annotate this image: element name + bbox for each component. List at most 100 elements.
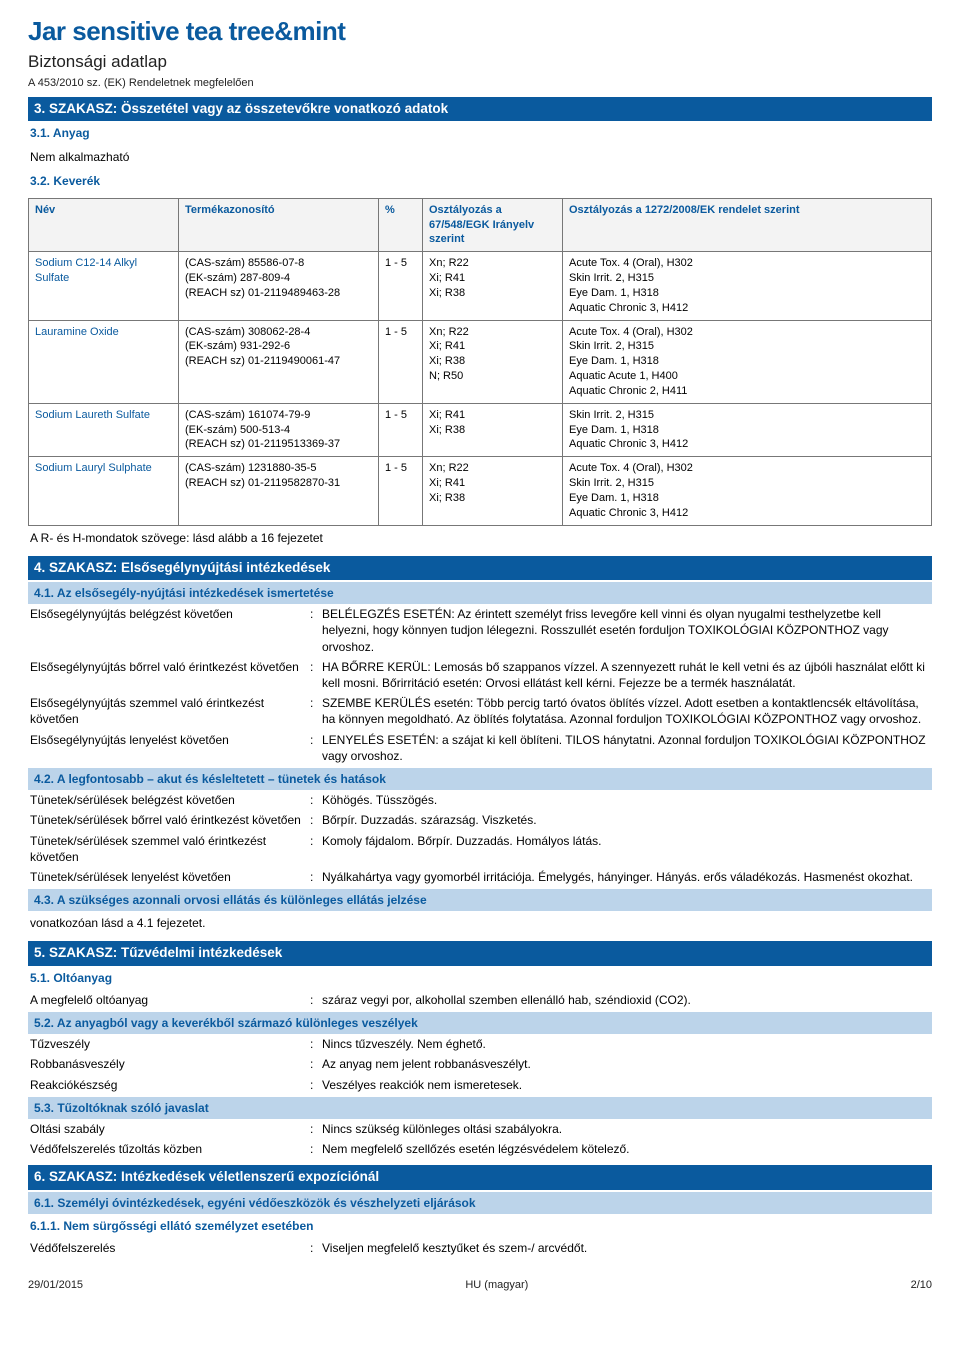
sub-4-3-bar: 4.3. A szükséges azonnali orvosi ellátás… — [28, 889, 932, 911]
sub-4-3-body: vonatkozóan lásd a 4.1 fejezetet. — [28, 911, 932, 935]
cell-percent: 1 - 5 — [379, 320, 423, 403]
colon-separator: : — [310, 869, 322, 885]
first-aid-label: Elsősegélynyújtás lenyelést követően — [30, 732, 310, 764]
special-hazard-row: Tűzveszély:Nincs tűzveszély. Nem éghető. — [28, 1034, 932, 1054]
cell-percent: 1 - 5 — [379, 457, 423, 525]
first-aid-value: HA BŐRRE KERÜL: Lemosás bő szappanos víz… — [322, 659, 930, 691]
symptoms-value: Nyálkahártya vagy gyomorbél irritációja.… — [322, 869, 930, 885]
colon-separator: : — [310, 659, 322, 691]
cell-name: Sodium Lauryl Sulphate — [29, 457, 179, 525]
colon-separator: : — [310, 695, 322, 727]
cell-percent: 1 - 5 — [379, 252, 423, 320]
cell-classification-1272: Acute Tox. 4 (Oral), H302 Skin Irrit. 2,… — [563, 252, 932, 320]
firefighter-advice-row: Oltási szabály:Nincs szükség különleges … — [28, 1119, 932, 1139]
firefighter-advice-value: Nem megfelelő szellőzés esetén légzésvéd… — [322, 1141, 930, 1157]
composition-table: Név Termékazonosító % Osztályozás a 67/5… — [28, 198, 932, 526]
first-aid-value: LENYELÉS ESETÉN: a szájat ki kell öblíte… — [322, 732, 930, 764]
th-id: Termékazonosító — [179, 198, 379, 252]
cell-identifier: (CAS-szám) 308062-28-4 (EK-szám) 931-292… — [179, 320, 379, 403]
symptoms-value: Köhögés. Tüsszögés. — [322, 792, 930, 808]
special-hazard-value: Veszélyes reakciók nem ismeretesek. — [322, 1077, 930, 1093]
protective-equipment-value: Viseljen megfelelő kesztyűket és szem-/ … — [322, 1240, 930, 1256]
cell-classification-67548: Xi; R41 Xi; R38 — [423, 403, 563, 457]
first-aid-row: Elsősegélynyújtás szemmel való érintkezé… — [28, 693, 932, 729]
colon-separator: : — [310, 1141, 322, 1157]
table-row: Sodium Lauryl Sulphate(CAS-szám) 1231880… — [29, 457, 932, 525]
colon-separator: : — [310, 833, 322, 865]
symptoms-row: Tünetek/sérülések lenyelést követően:Nyá… — [28, 867, 932, 887]
cell-identifier: (CAS-szám) 1231880-35-5 (REACH sz) 01-21… — [179, 457, 379, 525]
cell-classification-67548: Xn; R22 Xi; R41 Xi; R38 N; R50 — [423, 320, 563, 403]
footer-lang: HU (magyar) — [465, 1278, 528, 1293]
first-aid-row: Elsősegélynyújtás lenyelést követően:LEN… — [28, 730, 932, 766]
first-aid-label: Elsősegélynyújtás szemmel való érintkezé… — [30, 695, 310, 727]
colon-separator: : — [310, 812, 322, 828]
th-name: Név — [29, 198, 179, 252]
symptoms-row: Tünetek/sérülések bőrrel való érintkezés… — [28, 810, 932, 830]
protective-equipment-row: Védőfelszerelés:Viseljen megfelelő keszt… — [28, 1238, 932, 1258]
colon-separator: : — [310, 992, 322, 1008]
cell-name: Sodium Laureth Sulfate — [29, 403, 179, 457]
firefighter-advice-label: Oltási szabály — [30, 1121, 310, 1137]
footer-page: 2/10 — [911, 1278, 932, 1293]
symptoms-row: Tünetek/sérülések belégzést követően:Köh… — [28, 790, 932, 810]
section-6-bar: 6. SZAKASZ: Intézkedések véletlenszerű e… — [28, 1165, 932, 1189]
symptoms-value: Bőrpír. Duzzadás. szárazság. Viszketés. — [322, 812, 930, 828]
colon-separator: : — [310, 1121, 322, 1137]
first-aid-label: Elsősegélynyújtás bőrrel való érintkezés… — [30, 659, 310, 691]
cell-percent: 1 - 5 — [379, 403, 423, 457]
cell-identifier: (CAS-szám) 85586-07-8 (EK-szám) 287-809-… — [179, 252, 379, 320]
colon-separator: : — [310, 732, 322, 764]
special-hazard-label: Robbanásveszély — [30, 1056, 310, 1072]
extinguishing-media-label: A megfelelő oltóanyag — [30, 992, 310, 1008]
colon-separator: : — [310, 1036, 322, 1052]
symptoms-label: Tünetek/sérülések szemmel való érintkezé… — [30, 833, 310, 865]
special-hazard-value: Nincs tűzveszély. Nem éghető. — [322, 1036, 930, 1052]
regulation-line: A 453/2010 sz. (EK) Rendeletnek megfelel… — [28, 76, 932, 91]
colon-separator: : — [310, 1240, 322, 1256]
colon-separator: : — [310, 606, 322, 655]
special-hazard-row: Robbanásveszély:Az anyag nem jelent robb… — [28, 1054, 932, 1074]
sub-4-1-bar: 4.1. Az elsősegély-nyújtási intézkedések… — [28, 582, 932, 604]
symptoms-row: Tünetek/sérülések szemmel való érintkezé… — [28, 831, 932, 867]
first-aid-label: Elsősegélynyújtás belégzést követően — [30, 606, 310, 655]
firefighter-advice-row: Védőfelszerelés tűzoltás közben:Nem megf… — [28, 1139, 932, 1159]
table-row: Sodium Laureth Sulfate(CAS-szám) 161074-… — [29, 403, 932, 457]
cell-classification-1272: Acute Tox. 4 (Oral), H302 Skin Irrit. 2,… — [563, 320, 932, 403]
firefighter-advice-value: Nincs szükség különleges oltási szabályo… — [322, 1121, 930, 1137]
cell-name: Lauramine Oxide — [29, 320, 179, 403]
table-row: Sodium C12-14 Alkyl Sulfate(CAS-szám) 85… — [29, 252, 932, 320]
cell-classification-67548: Xn; R22 Xi; R41 Xi; R38 — [423, 252, 563, 320]
special-hazard-value: Az anyag nem jelent robbanásveszélyt. — [322, 1056, 930, 1072]
th-cls2: Osztályozás a 1272/2008/EK rendelet szer… — [563, 198, 932, 252]
extinguishing-media-row: A megfelelő oltóanyag:száraz vegyi por, … — [28, 990, 932, 1010]
cell-classification-1272: Acute Tox. 4 (Oral), H302 Skin Irrit. 2,… — [563, 457, 932, 525]
special-hazard-label: Tűzveszély — [30, 1036, 310, 1052]
sub-5-2-bar: 5.2. Az anyagból vagy a keverékből szárm… — [28, 1012, 932, 1034]
sub-3-2-title: 3.2. Keverék — [28, 169, 932, 193]
sub-5-3-bar: 5.3. Tűzoltóknak szóló javaslat — [28, 1097, 932, 1119]
first-aid-row: Elsősegélynyújtás belégzést követően:BEL… — [28, 604, 932, 657]
table-footer-note: A R- és H-mondatok szövege: lásd alább a… — [28, 526, 932, 550]
footer-date: 29/01/2015 — [28, 1278, 83, 1293]
sub-6-1-1-title: 6.1.1. Nem sürgősségi ellátó személyzet … — [28, 1214, 932, 1238]
sub-3-1-body: Nem alkalmazható — [28, 145, 932, 169]
symptoms-label: Tünetek/sérülések bőrrel való érintkezés… — [30, 812, 310, 828]
section-4-bar: 4. SZAKASZ: Elsősegélynyújtási intézkedé… — [28, 556, 932, 580]
extinguishing-media-value: száraz vegyi por, alkohollal szemben ell… — [322, 992, 930, 1008]
th-cls1: Osztályozás a 67/548/EGK Irányelv szerin… — [423, 198, 563, 252]
symptoms-value: Komoly fájdalom. Bőrpír. Duzzadás. Homál… — [322, 833, 930, 865]
sds-page: Jar sensitive tea tree&mint Biztonsági a… — [0, 0, 960, 1321]
symptoms-label: Tünetek/sérülések lenyelést követően — [30, 869, 310, 885]
sub-5-1-title: 5.1. Oltóanyag — [28, 966, 932, 990]
sub-3-1-title: 3.1. Anyag — [28, 121, 932, 145]
cell-name: Sodium C12-14 Alkyl Sulfate — [29, 252, 179, 320]
table-row: Lauramine Oxide(CAS-szám) 308062-28-4 (E… — [29, 320, 932, 403]
th-pct: % — [379, 198, 423, 252]
firefighter-advice-label: Védőfelszerelés tűzoltás közben — [30, 1141, 310, 1157]
cell-identifier: (CAS-szám) 161074-79-9 (EK-szám) 500-513… — [179, 403, 379, 457]
product-title: Jar sensitive tea tree&mint — [28, 14, 932, 49]
first-aid-row: Elsősegélynyújtás bőrrel való érintkezés… — [28, 657, 932, 693]
table-header-row: Név Termékazonosító % Osztályozás a 67/5… — [29, 198, 932, 252]
colon-separator: : — [310, 1077, 322, 1093]
